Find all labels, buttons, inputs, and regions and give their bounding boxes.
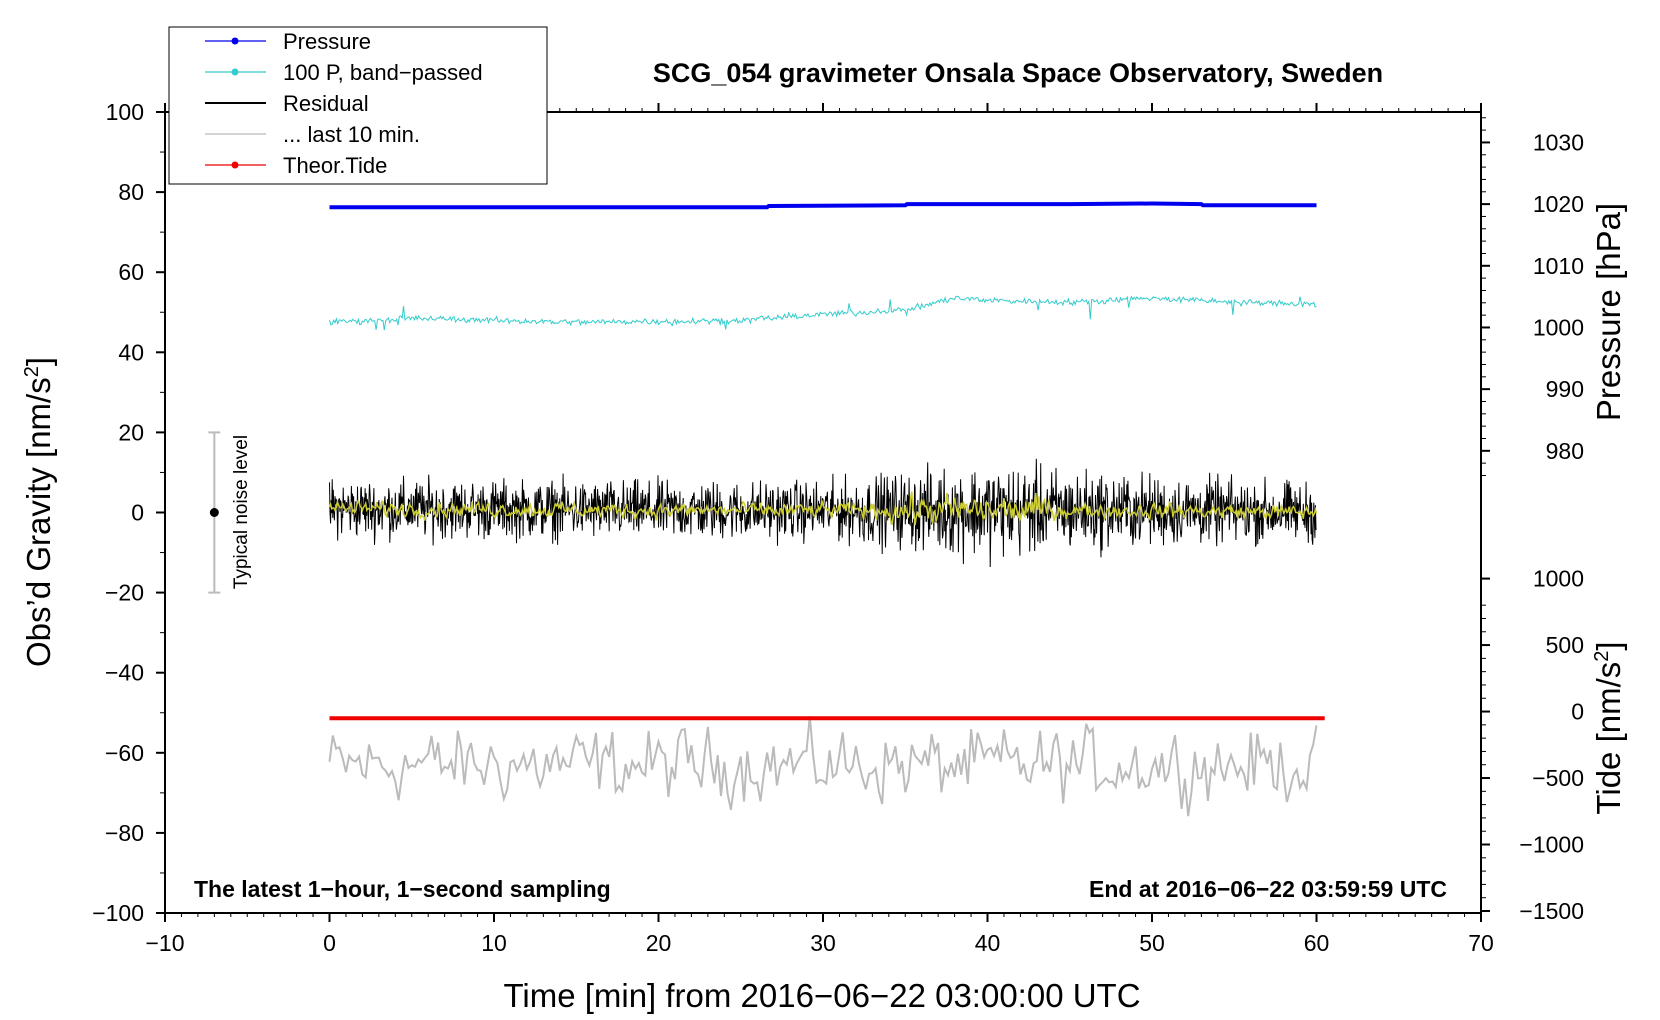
series-band-passed [329,295,1317,331]
series-residual-smoothed [328,491,1318,526]
series-last-10-min [328,716,1318,817]
pressure-tick-label: 1000 [1533,314,1584,340]
pressure-tick-label: 1020 [1533,191,1584,217]
legend-marker [231,161,239,169]
annotation-bottom-left: The latest 1−hour, 1−second sampling [194,876,611,902]
y-axis-label-pressure: Pressure [hPa] [1590,203,1627,421]
x-tick-label: 20 [646,930,672,956]
series-pressure [329,201,1317,210]
legend-label: Theor.Tide [283,153,387,178]
legend-box [168,26,548,185]
noise-bar [208,431,221,594]
y-tick-label: −20 [105,580,144,606]
x-tick-label: 0 [323,930,336,956]
legend-label: Residual [283,91,369,116]
tide-tick-label: −500 [1532,765,1584,791]
noise-label: Typical noise level [231,435,252,589]
series-residual [329,458,1317,568]
y-axis-label-left: Obs’d Gravity [nm/s2] [20,357,57,667]
x-tick-label: 70 [1468,930,1494,956]
tide-tick-label: 0 [1571,699,1584,725]
legend: Pressure 100 P, band−passed Residual ... la… [168,26,548,185]
legend-marker [231,37,239,45]
legend-label: ... last 10 min. [283,122,420,147]
y-tick-label: 80 [118,179,144,205]
x-tick-label: 60 [1304,930,1330,956]
y-tick-label: 60 [118,259,144,285]
pressure-tick-label: 990 [1546,376,1584,402]
y-tick-label: −100 [92,900,144,926]
y-tick-label: 20 [118,419,144,445]
legend-label: Pressure [283,29,371,54]
y-tick-label: −60 [105,740,144,766]
tide-tick-label: 500 [1546,632,1584,658]
pressure-tick-label: 1010 [1533,253,1584,279]
tide-tick-label: 1000 [1533,566,1584,592]
tide-tick-label: −1000 [1519,832,1584,858]
noise-bar-center-dot [209,508,219,517]
y-tick-label: 100 [106,99,144,125]
x-tick-label: 10 [481,930,507,956]
legend-marker [231,68,239,76]
annotation-bottom-right: End at 2016−06−22 03:59:59 UTC [1089,876,1447,902]
x-tick-label: 30 [810,930,836,956]
y-tick-label: 0 [131,500,144,526]
x-tick-label: 40 [975,930,1001,956]
y-axis-label-tide: Tide [nm/s2] [1590,641,1627,814]
tide-tick-label: −1500 [1519,898,1584,924]
x-axis-label: Time [min] from 2016−06−22 03:00:00 UTC [503,977,1140,1014]
x-tick-label: 50 [1139,930,1165,956]
x-tick-label: −10 [145,930,184,956]
chart-title: SCG_054 gravimeter Onsala Space Observat… [653,58,1383,88]
legend-label: 100 P, band−passed [283,60,483,85]
pressure-tick-label: 1030 [1533,129,1584,155]
pressure-tick-label: 980 [1546,438,1584,464]
y-tick-label: −80 [105,820,144,846]
y-tick-label: −40 [105,660,144,686]
y-tick-label: 40 [118,339,144,365]
